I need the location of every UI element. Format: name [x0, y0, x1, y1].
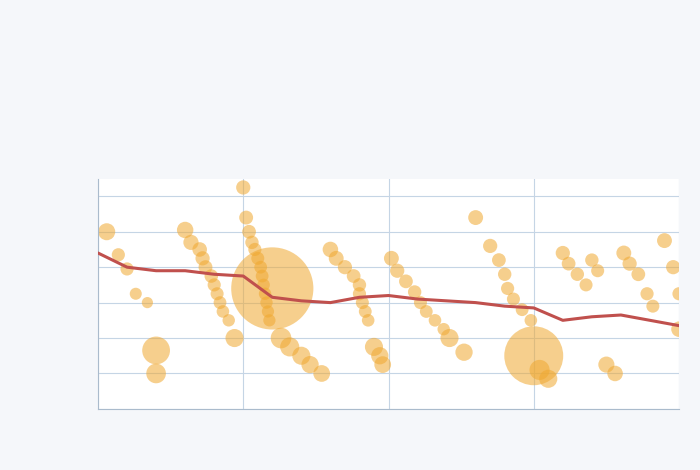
Point: [200, 263, 211, 271]
Point: [542, 375, 554, 383]
Point: [601, 361, 612, 368]
Point: [592, 267, 603, 274]
Point: [525, 317, 536, 324]
Point: [256, 272, 267, 280]
Point: [325, 246, 336, 253]
Point: [252, 255, 263, 262]
Point: [377, 361, 388, 368]
Point: [130, 290, 141, 298]
Point: [470, 214, 482, 221]
Point: [284, 343, 295, 351]
Point: [354, 290, 365, 298]
Point: [360, 308, 371, 315]
Point: [368, 343, 379, 351]
Point: [534, 366, 545, 374]
Point: [101, 228, 112, 235]
Point: [354, 281, 365, 289]
Point: [641, 290, 652, 298]
Point: [340, 263, 351, 271]
Point: [444, 334, 455, 342]
Point: [304, 361, 316, 368]
Point: [211, 290, 223, 298]
Point: [260, 290, 271, 298]
Point: [438, 325, 449, 333]
Point: [261, 299, 272, 306]
Point: [348, 272, 359, 280]
Point: [255, 263, 266, 271]
Point: [618, 249, 629, 257]
Point: [624, 260, 635, 267]
Point: [502, 285, 513, 292]
Point: [246, 239, 258, 246]
Point: [194, 246, 205, 253]
Point: [180, 226, 191, 234]
Point: [494, 256, 505, 264]
Point: [409, 288, 420, 296]
Point: [244, 228, 255, 235]
Point: [241, 214, 252, 221]
Point: [237, 184, 249, 191]
Point: [197, 255, 208, 262]
Point: [673, 325, 685, 333]
Point: [150, 370, 162, 377]
Point: [421, 308, 432, 315]
Point: [374, 352, 386, 360]
Point: [458, 348, 470, 356]
Point: [122, 265, 133, 273]
Point: [330, 255, 342, 262]
Point: [357, 299, 368, 306]
Point: [316, 370, 328, 377]
Point: [415, 299, 426, 306]
Point: [258, 281, 270, 289]
Point: [296, 352, 307, 360]
Point: [528, 352, 539, 360]
Point: [391, 267, 402, 274]
Point: [587, 256, 598, 264]
Point: [572, 271, 583, 278]
Point: [363, 317, 374, 324]
Point: [275, 334, 286, 342]
Point: [484, 242, 496, 250]
Point: [517, 306, 528, 313]
Point: [580, 281, 592, 289]
Point: [113, 251, 124, 258]
Point: [209, 281, 220, 289]
Point: [249, 246, 260, 253]
Point: [264, 317, 275, 324]
Point: [659, 237, 670, 244]
Point: [186, 239, 197, 246]
Point: [142, 299, 153, 306]
Point: [633, 271, 644, 278]
Point: [610, 370, 621, 377]
Point: [223, 317, 235, 324]
Point: [229, 334, 240, 342]
Point: [563, 260, 574, 267]
Point: [267, 285, 278, 292]
Point: [668, 263, 679, 271]
Point: [429, 317, 440, 324]
Point: [206, 272, 217, 280]
Point: [499, 271, 510, 278]
Point: [648, 302, 659, 310]
Point: [673, 290, 685, 298]
Point: [150, 347, 162, 354]
Point: [400, 278, 412, 285]
Point: [557, 249, 568, 257]
Point: [262, 308, 274, 315]
Point: [217, 308, 228, 315]
Point: [214, 299, 225, 306]
Point: [386, 255, 397, 262]
Point: [508, 295, 519, 303]
